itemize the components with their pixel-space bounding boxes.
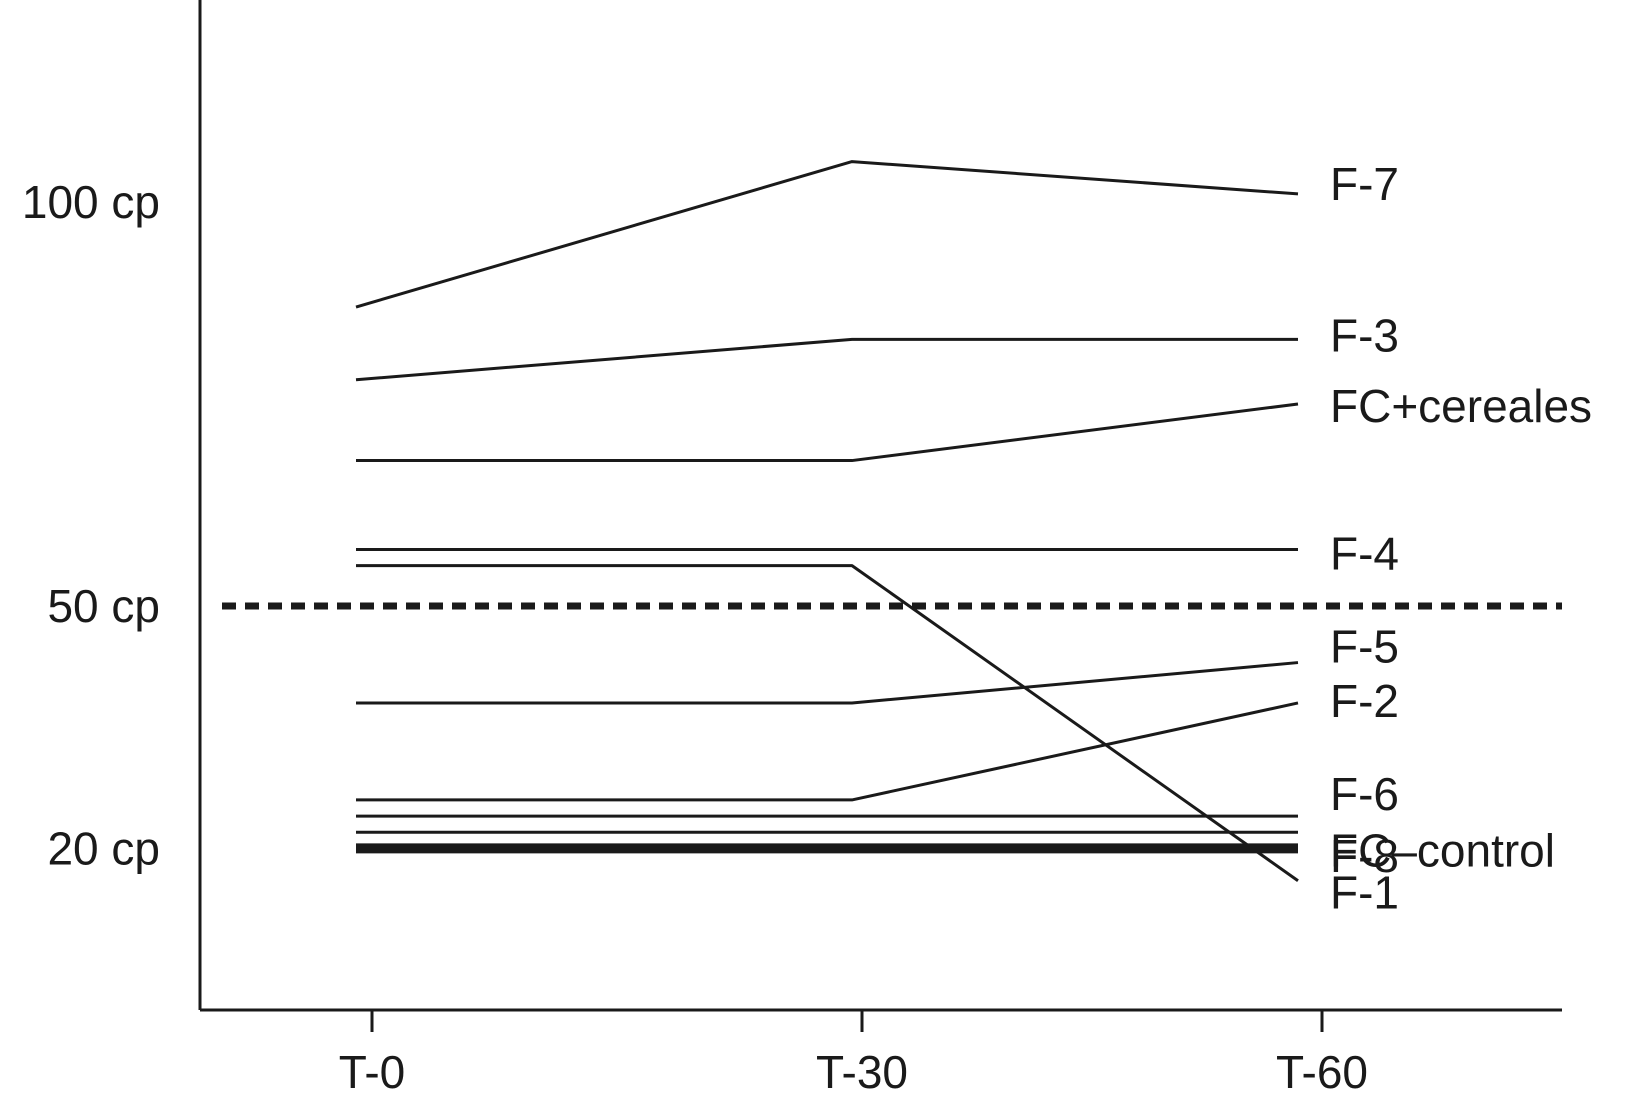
series-label: F-2 <box>1330 675 1399 727</box>
series-label: FC–control <box>1330 824 1555 876</box>
x-tick-label: T-0 <box>339 1046 405 1098</box>
y-tick-label: 100 cp <box>22 176 160 228</box>
series-label: F-3 <box>1330 309 1399 361</box>
series-line <box>356 701 1299 802</box>
y-tick-label: 50 cp <box>47 580 160 632</box>
y-axis-ticks: 100 cp 50 cp 20 cp <box>22 176 160 874</box>
series-label: F-5 <box>1330 621 1399 673</box>
series-line <box>355 160 1299 309</box>
x-tick-label: T-60 <box>1276 1046 1368 1098</box>
x-tick-label: T-30 <box>816 1046 908 1098</box>
x-axis-ticks: T-0 T-30 T-60 <box>339 1010 1368 1098</box>
series-line <box>356 564 1299 882</box>
series-label: F-4 <box>1330 527 1399 579</box>
series-line <box>355 337 1298 382</box>
series-label: FC+cereales <box>1330 380 1592 432</box>
series-label: F-8 <box>1330 830 1399 882</box>
series-line <box>356 402 1299 463</box>
series-label: F-6 <box>1330 768 1399 820</box>
series-label: F-7 <box>1330 158 1399 210</box>
series-layer: F-7 F-3 FC+cereales F-4 F-1 F-5F-2 F-6 F-8FC–co… <box>355 158 1592 919</box>
y-tick-label: 20 cp <box>47 822 160 874</box>
series-label: F-1 <box>1330 867 1399 919</box>
series-line <box>356 661 1299 705</box>
